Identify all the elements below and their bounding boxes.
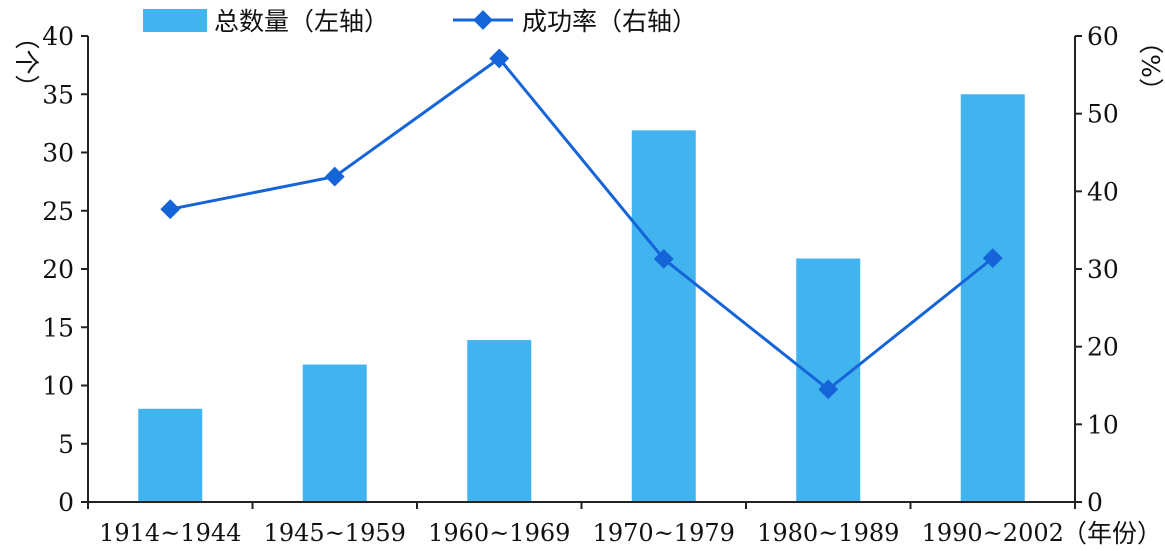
y-right-tick-label: 0	[1087, 488, 1103, 517]
legend-bar-label: 总数量（左轴）	[214, 7, 389, 36]
x-category-label: 1990~2002	[922, 519, 1064, 547]
line-point-1914~1944	[160, 199, 181, 220]
y-left-tick-label: 0	[58, 488, 74, 517]
y-left-tick-label: 20	[42, 255, 74, 284]
line-point-1945~1959	[324, 166, 345, 187]
y-left-tick-label: 15	[42, 313, 74, 342]
legend-bar-swatch	[143, 9, 207, 32]
y-left-tick-label: 5	[58, 430, 74, 459]
y-right-tick-label: 50	[1087, 100, 1119, 129]
x-category-label: 1980~1989	[757, 519, 899, 547]
success-rate-line	[169, 57, 994, 391]
y-right-tick-label: 60	[1087, 22, 1119, 51]
bar-1960~1969	[467, 340, 532, 502]
bar-1990~2002	[960, 94, 1025, 502]
y-right-tick-label: 30	[1087, 255, 1119, 284]
y-right-tick-label: 10	[1087, 410, 1119, 439]
x-category-label: 1945~1959	[264, 519, 406, 547]
y-left-tick-label: 35	[42, 80, 74, 109]
labels-layer: 0 5 10 15 20 25 30 35 40 0 10 20 30 40 50 60 1914~1944 19…	[42, 22, 1119, 547]
bar-1970~1979	[631, 130, 696, 503]
y-axis-left-title: （个）	[12, 24, 41, 99]
legend-line-marker	[473, 10, 493, 30]
x-category-label: 1960~1969	[428, 519, 570, 547]
y-right-tick-label: 40	[1087, 177, 1119, 206]
legend-line-label: 成功率（右轴）	[522, 7, 697, 36]
line-point-1960~1969	[489, 48, 510, 69]
y-right-tick-label: 20	[1087, 333, 1119, 362]
y-axis-right-title: （%）	[1136, 29, 1165, 103]
y-left-tick-label: 30	[42, 139, 74, 168]
axes-layer	[81, 35, 1082, 509]
x-category-label: 1914~1944	[99, 519, 241, 547]
line-layer	[160, 48, 1003, 400]
y-left-tick-label: 10	[42, 372, 74, 401]
bar-1914~1944	[138, 408, 203, 502]
line-point-1980~1989	[818, 379, 839, 400]
x-category-label: 1970~1979	[593, 519, 735, 547]
legend: 总数量（左轴） 成功率（右轴）	[143, 7, 697, 36]
line-point-1990~2002	[982, 248, 1003, 269]
bar-1945~1959	[302, 364, 367, 502]
y-left-tick-label: 25	[42, 197, 74, 226]
y-left-tick-label: 40	[42, 22, 74, 51]
bars-layer	[138, 94, 1025, 503]
x-axis-title: （年份）	[1062, 519, 1162, 548]
